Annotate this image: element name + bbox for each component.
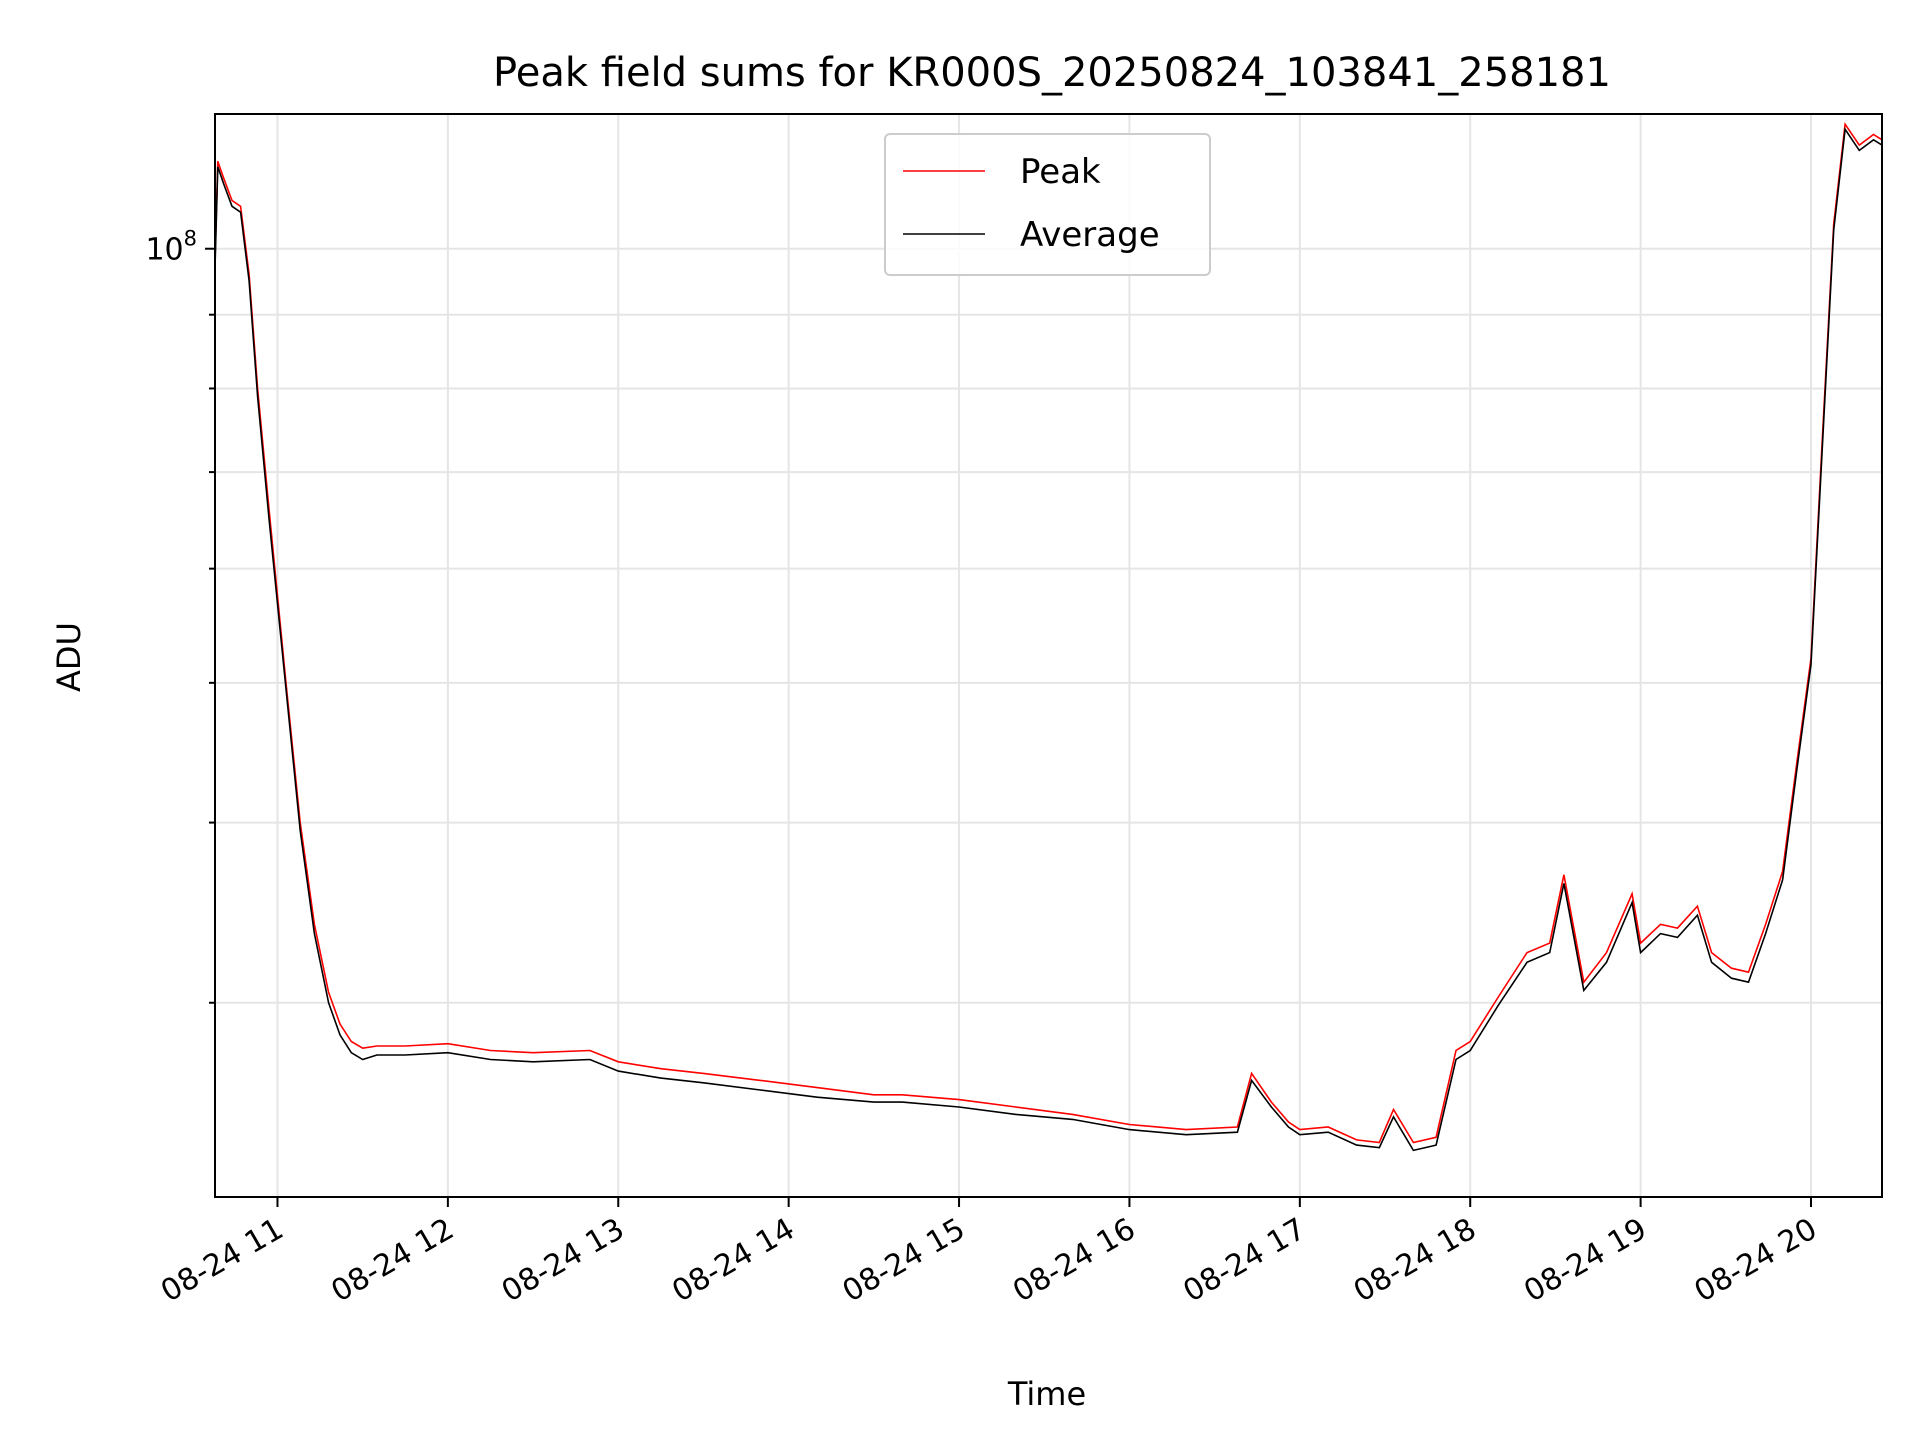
series-line-peak: [215, 121, 1882, 1144]
plot-area: [215, 121, 1882, 1152]
legend-box: [884, 133, 1211, 276]
y-axis-label: ADU: [50, 622, 88, 692]
y-axis: 108: [145, 227, 215, 1004]
y-tick-label: 108: [145, 227, 197, 268]
x-axis-label: Time: [1007, 1375, 1086, 1413]
chart-title: Peak field sums for KR000S_20250824_1038…: [493, 50, 1611, 96]
legend-peak-label: Peak: [1020, 152, 1101, 192]
legend-average-label: Average: [1020, 215, 1160, 255]
legend: Peak Average: [884, 133, 1211, 276]
series-line-average: [215, 127, 1882, 1152]
plot-frame: [214, 113, 1883, 1198]
